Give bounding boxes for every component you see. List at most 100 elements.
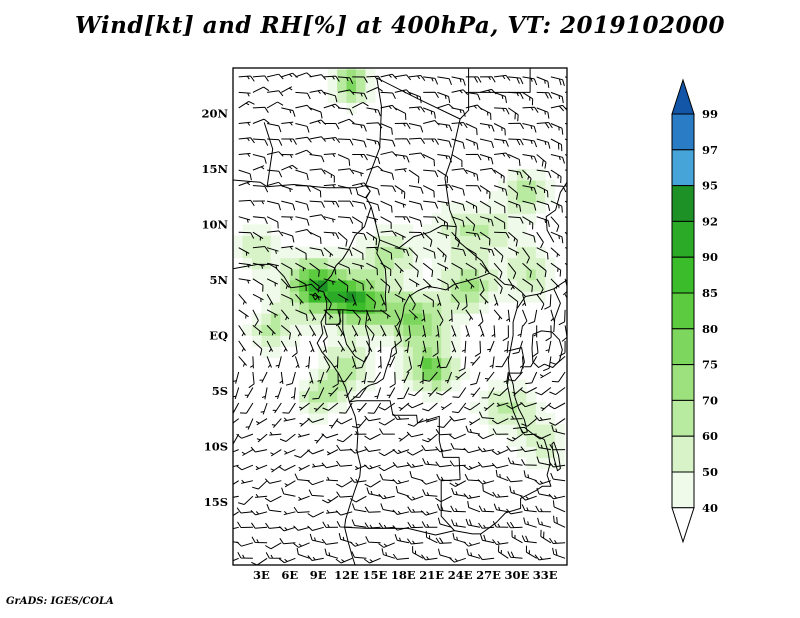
wind-barb <box>337 262 351 275</box>
wind-barb <box>299 402 310 411</box>
wind-barb <box>337 138 354 146</box>
wind-barb <box>520 401 537 408</box>
rh-cell <box>431 268 442 281</box>
wind-barb <box>337 76 354 85</box>
wind-barb <box>309 136 327 142</box>
wind-barb <box>450 442 466 451</box>
wind-barb <box>299 418 310 427</box>
rh-cell <box>535 246 546 259</box>
wind-barb <box>295 229 312 235</box>
wind-barb <box>250 446 268 453</box>
wind-barb <box>352 154 368 161</box>
rh-cell <box>431 324 442 336</box>
wind-barb <box>291 340 298 358</box>
wind-barb <box>479 123 495 132</box>
rh-cell <box>346 80 357 92</box>
rh-cell <box>507 191 518 203</box>
rh-cell <box>469 224 480 236</box>
rh-cell <box>261 291 272 303</box>
rh-cell <box>289 291 300 303</box>
wind-barb <box>539 371 552 379</box>
rh-cell <box>261 302 272 314</box>
rh-cell <box>479 257 489 270</box>
wind-barb <box>522 138 538 148</box>
rh-cell <box>516 379 527 392</box>
wind-barb <box>553 515 566 528</box>
wind-barb <box>337 340 346 352</box>
rh-cell <box>327 69 338 81</box>
wind-barb <box>366 216 379 223</box>
wind-barb <box>237 521 253 528</box>
rh-cell <box>346 357 357 370</box>
wind-barb <box>477 446 495 453</box>
rh-cell <box>327 246 338 259</box>
wind-barb <box>406 356 412 373</box>
rh-cell <box>450 335 461 347</box>
wind-barb <box>274 387 282 400</box>
rh-cell <box>412 279 423 292</box>
wind-barb <box>495 469 509 482</box>
wind-barb <box>477 433 495 440</box>
wind-barb <box>238 137 255 144</box>
rh-cell <box>422 235 433 248</box>
wind-barb <box>394 185 406 199</box>
wind-barb <box>271 418 282 428</box>
wind-barb <box>255 418 268 426</box>
wind-barb <box>322 325 328 342</box>
wind-barb <box>548 493 566 500</box>
wind-barb <box>264 495 282 503</box>
wind-barb <box>298 464 310 472</box>
rh-cell <box>526 457 537 469</box>
wind-barb <box>336 521 353 528</box>
wind-barb <box>244 387 254 399</box>
wind-barb <box>381 548 395 559</box>
wind-barb <box>551 424 566 435</box>
wind-barb <box>251 557 268 565</box>
wind-barb <box>493 216 506 230</box>
wind-barb <box>408 309 418 320</box>
wind-barb <box>338 371 353 383</box>
wind-barb <box>398 433 410 442</box>
rh-cell <box>318 257 329 270</box>
rh-cell <box>507 169 518 181</box>
rh-cell <box>479 235 489 248</box>
wind-barb <box>421 521 438 528</box>
rh-cell <box>318 379 329 392</box>
rh-cell <box>545 268 556 281</box>
chart-title: Wind[kt] and RH[%] at 400hPa, VT: 201910… <box>74 12 726 39</box>
rh-cell <box>441 268 452 281</box>
wind-barb <box>293 542 310 548</box>
wind-barb <box>512 340 523 355</box>
colorbar-labels: 40 50 60 70 75 80 85 90 92 95 97 99 <box>702 107 718 515</box>
rh-cell <box>441 313 452 325</box>
wind-barb <box>336 491 353 498</box>
rh-cell <box>251 257 262 270</box>
rh-cell <box>251 335 262 347</box>
wind-barb <box>323 278 336 285</box>
rh-cell <box>488 191 499 203</box>
rh-cell <box>318 346 329 359</box>
rh-cell <box>327 379 338 392</box>
wind-barb <box>305 356 311 369</box>
rh-cell <box>393 357 404 370</box>
wind-barb <box>394 168 407 173</box>
colorbar-label: 60 <box>702 429 718 443</box>
rh-cell <box>545 279 556 292</box>
border-line <box>545 182 567 243</box>
rh-cell <box>318 313 329 325</box>
wind-barb <box>337 185 353 195</box>
wind-barb <box>395 485 410 497</box>
rh-cell <box>479 302 489 314</box>
wind-barb <box>323 247 334 258</box>
wind-barb <box>437 184 454 191</box>
wind-barb <box>377 356 382 369</box>
wind-barb <box>522 247 530 264</box>
rh-cell <box>412 324 423 336</box>
wind-barb <box>422 340 427 353</box>
rh-cell <box>412 379 423 392</box>
wind-barb <box>366 293 376 309</box>
rh-cell <box>441 235 452 248</box>
wind-barb <box>290 387 296 400</box>
wind-barb <box>364 433 381 440</box>
wind-barb <box>267 90 284 97</box>
